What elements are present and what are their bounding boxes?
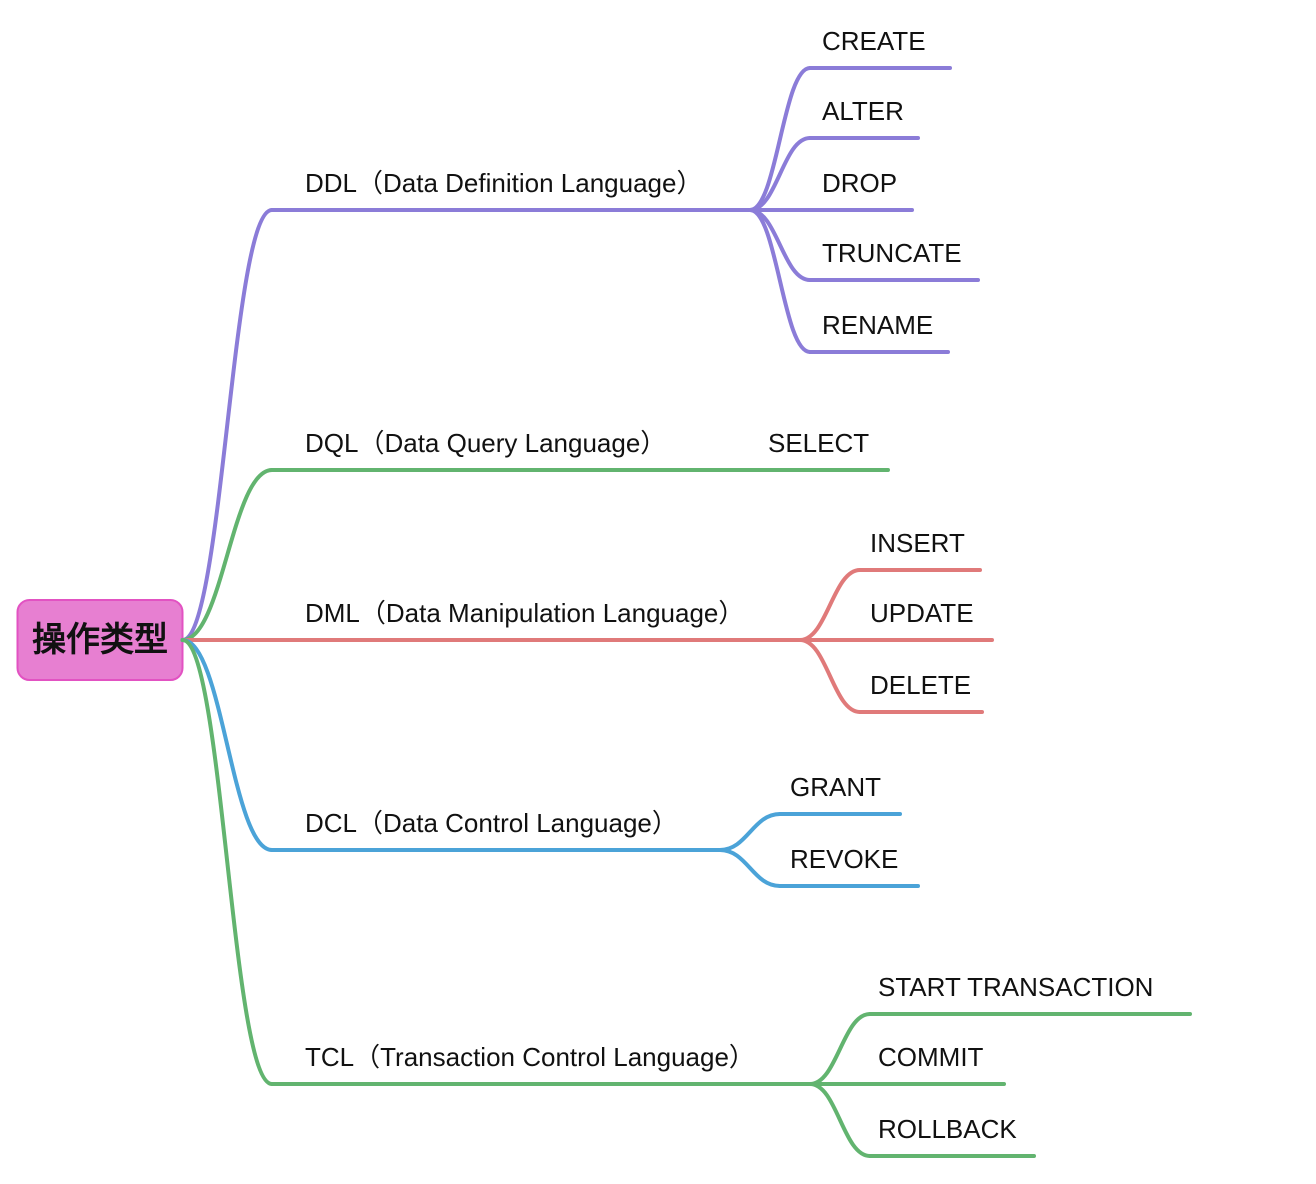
branch-label-tcl: TCL（Transaction Control Language）: [305, 1042, 755, 1072]
leaf-label-dcl-1: REVOKE: [790, 844, 898, 874]
branch-dml: DML（Data Manipulation Language） INSERT UPD…: [183, 528, 993, 712]
root-label: 操作类型: [32, 621, 168, 659]
leaf-label-dml-2: DELETE: [870, 670, 971, 700]
branch-label-dml: DML（Data Manipulation Language）: [305, 598, 744, 628]
leaf-label-ddl-3: TRUNCATE: [822, 238, 962, 268]
leaf-label-ddl-1: ALTER: [822, 96, 904, 126]
leaf-label-dml-0: INSERT: [870, 528, 965, 558]
leaf-label-tcl-0: START TRANSACTION: [878, 972, 1153, 1002]
leaf-label-ddl-2: DROP: [822, 168, 897, 198]
branch-label-ddl: DDL（Data Definition Language）: [305, 168, 702, 198]
leaf-label-tcl-2: ROLLBACK: [878, 1114, 1017, 1144]
branch-tcl: TCL（Transaction Control Language） START T…: [183, 640, 1191, 1156]
branch-dcl: DCL（Data Control Language） GRANT REVOKE: [183, 640, 919, 886]
leaf-label-tcl-1: COMMIT: [878, 1042, 984, 1072]
leaf-label-dql-0: SELECT: [768, 428, 869, 458]
branch-label-dql: DQL（Data Query Language）: [305, 428, 666, 458]
mindmap-diagram: 操作类型 DDL（Data Definition Language） CREATE…: [0, 0, 1316, 1184]
branch-ddl: DDL（Data Definition Language） CREATE ALTER…: [183, 26, 979, 640]
leaf-label-dcl-0: GRANT: [790, 772, 881, 802]
branch-label-dcl: DCL（Data Control Language）: [305, 808, 678, 838]
leaf-label-dml-1: UPDATE: [870, 598, 974, 628]
branches-group: DDL（Data Definition Language） CREATE ALTER…: [183, 26, 1191, 1156]
leaf-label-ddl-0: CREATE: [822, 26, 926, 56]
leaf-label-ddl-4: RENAME: [822, 310, 933, 340]
